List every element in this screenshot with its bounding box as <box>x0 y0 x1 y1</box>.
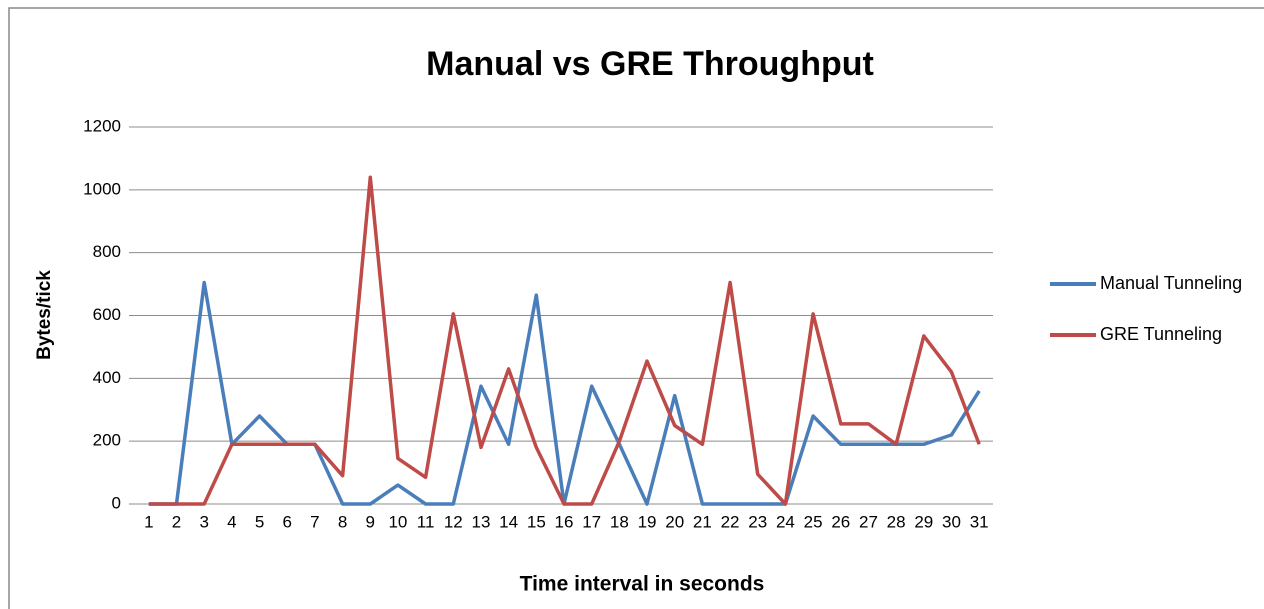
x-tick-label: 19 <box>638 512 657 531</box>
x-tick-label: 3 <box>199 512 208 531</box>
y-tick-label: 400 <box>93 368 121 387</box>
x-tick-label: 5 <box>255 512 264 531</box>
chart-title: Manual vs GRE Throughput <box>426 45 874 83</box>
y-tick-label: 1200 <box>83 116 121 135</box>
x-tick-label: 11 <box>417 512 435 531</box>
x-tick-label: 28 <box>887 512 906 531</box>
y-tick-label: 0 <box>112 493 121 512</box>
x-tick-label: 17 <box>582 512 601 531</box>
y-tick-label: 200 <box>93 431 121 450</box>
x-tick-label: 10 <box>388 512 407 531</box>
x-tick-label: 21 <box>693 512 712 531</box>
legend-label: Manual Tunneling <box>1100 273 1242 293</box>
y-tick-label: 600 <box>93 305 121 324</box>
x-tick-label: 30 <box>942 512 961 531</box>
chart-border <box>8 7 1264 609</box>
x-tick-label: 1 <box>144 512 153 531</box>
x-tick-label: 16 <box>555 512 574 531</box>
x-tick-label: 15 <box>527 512 546 531</box>
x-tick-label: 27 <box>859 512 878 531</box>
legend-label: GRE Tunneling <box>1100 324 1222 344</box>
x-tick-label: 18 <box>610 512 629 531</box>
x-tick-label: 26 <box>831 512 850 531</box>
x-tick-label: 8 <box>338 512 347 531</box>
x-tick-label: 4 <box>227 512 236 531</box>
x-tick-label: 12 <box>444 512 463 531</box>
x-tick-label: 6 <box>282 512 291 531</box>
x-tick-label: 23 <box>748 512 767 531</box>
y-axis-label: Bytes/tick <box>34 270 55 360</box>
x-tick-label: 9 <box>366 512 375 531</box>
x-tick-label: 24 <box>776 512 795 531</box>
x-tick-label: 14 <box>499 512 518 531</box>
x-tick-label: 31 <box>970 512 989 531</box>
y-tick-label: 800 <box>93 242 121 261</box>
y-tick-label: 1000 <box>83 179 121 198</box>
x-tick-label: 29 <box>914 512 933 531</box>
x-tick-label: 7 <box>310 512 319 531</box>
x-tick-label: 22 <box>721 512 740 531</box>
x-tick-label: 25 <box>804 512 823 531</box>
x-axis-label: Time interval in seconds <box>520 573 765 596</box>
x-tick-label: 13 <box>472 512 491 531</box>
x-tick-label: 2 <box>172 512 181 531</box>
x-tick-label: 20 <box>665 512 684 531</box>
series-line <box>148 175 981 506</box>
